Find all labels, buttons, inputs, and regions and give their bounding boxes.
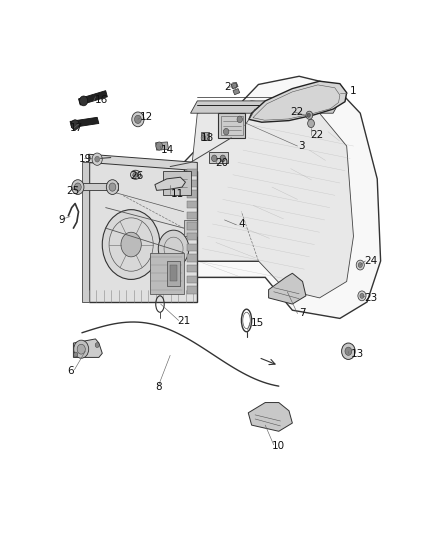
Polygon shape bbox=[170, 265, 177, 281]
Circle shape bbox=[223, 128, 229, 135]
Circle shape bbox=[109, 183, 116, 191]
Polygon shape bbox=[167, 261, 180, 286]
Circle shape bbox=[158, 230, 189, 267]
Circle shape bbox=[102, 209, 160, 279]
Polygon shape bbox=[201, 132, 209, 140]
Text: 22: 22 bbox=[310, 130, 323, 140]
Text: 24: 24 bbox=[364, 256, 378, 266]
Polygon shape bbox=[268, 273, 306, 304]
Circle shape bbox=[307, 119, 314, 127]
Circle shape bbox=[237, 116, 243, 123]
Circle shape bbox=[342, 343, 355, 359]
Text: 2: 2 bbox=[224, 83, 230, 92]
Circle shape bbox=[92, 153, 102, 165]
Text: 17: 17 bbox=[70, 124, 83, 133]
Circle shape bbox=[156, 142, 162, 150]
Polygon shape bbox=[191, 101, 353, 298]
Circle shape bbox=[212, 155, 217, 161]
Polygon shape bbox=[248, 402, 293, 431]
Circle shape bbox=[74, 340, 88, 358]
Polygon shape bbox=[187, 169, 197, 176]
Polygon shape bbox=[88, 163, 197, 302]
Circle shape bbox=[345, 347, 352, 356]
Circle shape bbox=[74, 352, 78, 357]
Circle shape bbox=[74, 183, 81, 191]
Circle shape bbox=[95, 156, 99, 162]
Polygon shape bbox=[187, 180, 197, 187]
Polygon shape bbox=[218, 113, 245, 138]
Circle shape bbox=[356, 260, 364, 270]
Circle shape bbox=[358, 291, 366, 301]
Text: 22: 22 bbox=[291, 107, 304, 117]
Circle shape bbox=[201, 135, 206, 141]
Polygon shape bbox=[70, 117, 99, 127]
Polygon shape bbox=[187, 276, 197, 283]
Text: 10: 10 bbox=[271, 441, 284, 451]
Polygon shape bbox=[78, 91, 107, 105]
Text: 6: 6 bbox=[67, 366, 74, 376]
Polygon shape bbox=[187, 222, 197, 230]
Text: 13: 13 bbox=[351, 349, 364, 359]
Circle shape bbox=[134, 115, 141, 124]
Text: 8: 8 bbox=[155, 382, 162, 392]
Text: 15: 15 bbox=[251, 318, 264, 328]
Polygon shape bbox=[187, 233, 197, 240]
Text: 25: 25 bbox=[67, 186, 80, 196]
Text: 23: 23 bbox=[364, 293, 378, 303]
Polygon shape bbox=[187, 265, 197, 272]
Polygon shape bbox=[187, 286, 197, 294]
Polygon shape bbox=[150, 253, 184, 294]
Text: 12: 12 bbox=[140, 112, 154, 122]
Polygon shape bbox=[187, 244, 197, 251]
Polygon shape bbox=[88, 154, 197, 171]
Circle shape bbox=[106, 180, 119, 195]
Ellipse shape bbox=[131, 170, 141, 179]
Text: 7: 7 bbox=[299, 309, 306, 319]
Polygon shape bbox=[82, 163, 88, 302]
Circle shape bbox=[306, 111, 313, 119]
Text: 21: 21 bbox=[178, 316, 191, 326]
Polygon shape bbox=[233, 88, 240, 95]
Circle shape bbox=[220, 155, 226, 161]
Polygon shape bbox=[209, 152, 228, 163]
Polygon shape bbox=[187, 201, 197, 208]
Text: 4: 4 bbox=[238, 219, 245, 229]
Circle shape bbox=[360, 293, 364, 298]
Circle shape bbox=[358, 263, 362, 268]
Circle shape bbox=[95, 343, 99, 348]
Circle shape bbox=[80, 96, 88, 106]
Circle shape bbox=[307, 113, 311, 117]
Text: 11: 11 bbox=[171, 189, 184, 199]
Text: 9: 9 bbox=[58, 215, 65, 225]
Text: 26: 26 bbox=[130, 171, 143, 181]
Circle shape bbox=[77, 344, 85, 354]
Polygon shape bbox=[74, 183, 117, 190]
Text: 1: 1 bbox=[350, 86, 356, 96]
Ellipse shape bbox=[133, 172, 138, 177]
Polygon shape bbox=[184, 220, 197, 236]
Polygon shape bbox=[187, 190, 197, 198]
Polygon shape bbox=[184, 76, 381, 318]
Polygon shape bbox=[187, 212, 197, 219]
Circle shape bbox=[72, 180, 84, 195]
Polygon shape bbox=[187, 254, 197, 262]
Text: 19: 19 bbox=[79, 154, 92, 164]
Polygon shape bbox=[163, 171, 191, 195]
Text: 14: 14 bbox=[161, 145, 174, 155]
Polygon shape bbox=[191, 101, 340, 113]
Polygon shape bbox=[231, 83, 238, 88]
Text: 16: 16 bbox=[95, 95, 108, 105]
Polygon shape bbox=[155, 142, 169, 150]
Circle shape bbox=[132, 112, 144, 127]
Polygon shape bbox=[249, 81, 346, 122]
Polygon shape bbox=[74, 339, 102, 358]
Circle shape bbox=[71, 120, 79, 130]
Text: 3: 3 bbox=[298, 141, 305, 151]
Text: 20: 20 bbox=[215, 158, 228, 168]
Polygon shape bbox=[155, 177, 185, 190]
Circle shape bbox=[121, 232, 141, 257]
Text: 18: 18 bbox=[201, 133, 214, 143]
